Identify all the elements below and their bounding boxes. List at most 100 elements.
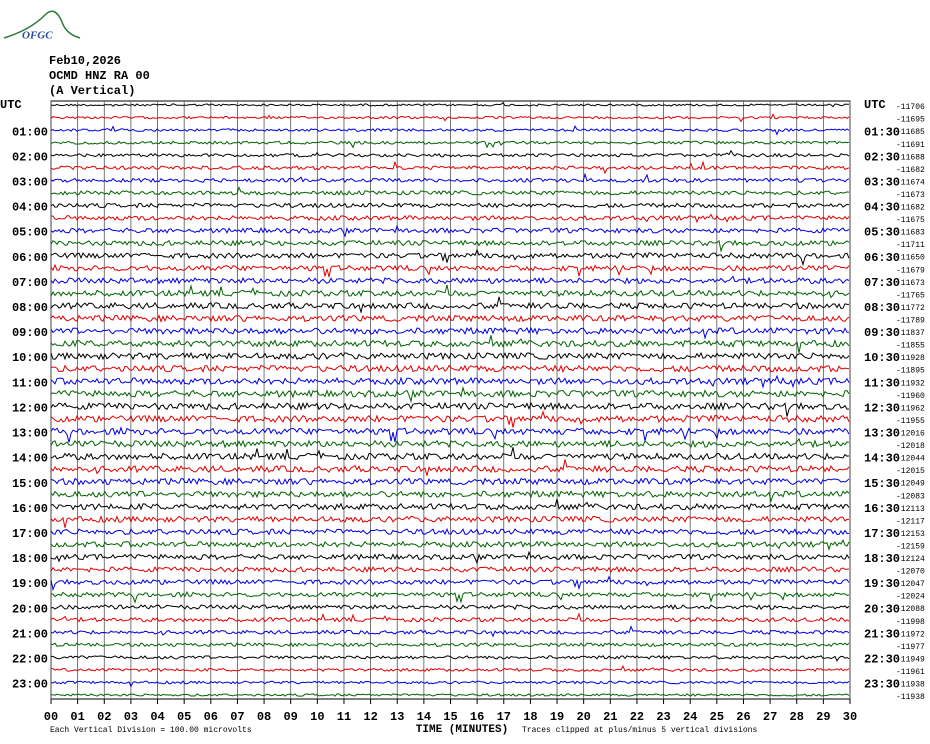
trace: [50, 263, 850, 278]
trace-offset: -11998: [896, 618, 925, 627]
right-time-label: 04:30: [864, 201, 900, 215]
right-time-label: 09:30: [864, 326, 900, 340]
trace: [50, 202, 850, 209]
x-tick-label: 17: [497, 710, 511, 724]
left-time-label: 07:00: [12, 276, 48, 290]
trace: [50, 385, 850, 404]
trace-offset: -12113: [896, 505, 925, 514]
trace: [50, 335, 850, 353]
left-time-label: 01:00: [12, 125, 48, 139]
trace: [50, 124, 850, 136]
left-time-label: 14:00: [12, 452, 48, 466]
trace-offset: -12024: [896, 593, 925, 602]
x-tick-label: 15: [443, 710, 457, 724]
right-time-label: 18:30: [864, 552, 900, 566]
right-time-label: 03:30: [864, 175, 900, 189]
logo: OFGC: [22, 30, 53, 42]
x-tick-label: 28: [790, 710, 804, 724]
trace: [50, 575, 850, 592]
x-tick-label: 00: [44, 710, 58, 724]
trace-offset: -12047: [896, 580, 925, 589]
trace: [50, 515, 850, 528]
trace: [50, 160, 850, 175]
trace-offset: -12015: [896, 467, 925, 476]
scale-note: Each Vertical Division = 100.00 microvol…: [50, 726, 252, 735]
left-time-label: 05:00: [12, 226, 48, 240]
x-tick-label: 08: [257, 710, 271, 724]
x-tick-label: 21: [603, 710, 617, 724]
trace-offset: -11682: [896, 166, 925, 175]
left-time-label: 20:00: [12, 602, 48, 616]
trace: [50, 248, 850, 267]
trace-offset: -12083: [896, 492, 925, 501]
right-time-label: 10:30: [864, 351, 900, 365]
trace: [50, 604, 850, 611]
trace-offset: -11972: [896, 630, 925, 639]
trace-offset: -11895: [896, 367, 925, 376]
right-time-label: 23:30: [864, 678, 900, 692]
trace-offset: -11977: [896, 643, 925, 652]
trace-offset: -12049: [896, 480, 925, 489]
right-time-label: 05:30: [864, 226, 900, 240]
trace: [50, 550, 850, 565]
trace: [50, 612, 850, 623]
right-time-label: 12:30: [864, 401, 900, 415]
trace: [50, 113, 850, 123]
trace: [50, 655, 850, 662]
trace: [50, 364, 850, 374]
trace-offset: -11683: [896, 229, 925, 238]
x-tick-label: 06: [204, 710, 218, 724]
trace-offset: -11685: [896, 128, 925, 137]
right-time-label: 22:30: [864, 653, 900, 667]
trace-offset: -11682: [896, 204, 925, 213]
left-time-label: 10:00: [12, 351, 48, 365]
x-tick-label: 18: [523, 710, 537, 724]
trace: [50, 590, 850, 604]
trace: [51, 101, 850, 108]
x-tick-label: 25: [710, 710, 724, 724]
right-time-label: 01:30: [864, 125, 900, 139]
trace: [50, 284, 850, 299]
left-time-label: 12:00: [12, 401, 48, 415]
left-time-label: 11:00: [12, 376, 48, 390]
right-time-label: 02:30: [864, 150, 900, 164]
trace-offset: -11855: [896, 342, 925, 351]
x-tick-label: 01: [70, 710, 84, 724]
right-time-label: 07:30: [864, 276, 900, 290]
x-tick-label: 20: [576, 710, 590, 724]
left-time-label: 21:00: [12, 627, 48, 641]
trace: [50, 326, 850, 340]
x-tick-label: 05: [177, 710, 191, 724]
trace-offset: -12124: [896, 555, 925, 564]
x-label: TIME (MINUTES): [416, 724, 508, 736]
right-time-label: 08:30: [864, 301, 900, 315]
trace-offset: -11961: [896, 668, 925, 677]
trace-offset: -11691: [896, 141, 925, 150]
trace: [50, 140, 850, 149]
trace-offset: -12088: [896, 605, 925, 614]
trace: [50, 172, 850, 184]
x-tick-label: 29: [816, 710, 830, 724]
trace-offset: -11772: [896, 304, 925, 313]
left-time-label: 06:00: [12, 251, 48, 265]
trace-offset: -11673: [896, 279, 925, 288]
trace: [50, 437, 850, 449]
trace-offset: -11928: [896, 354, 925, 363]
clip-note: Traces clipped at plus/minus 5 vertical …: [522, 726, 757, 735]
trace-offset: -11674: [896, 178, 925, 187]
trace-offset: -12153: [896, 530, 925, 539]
left-time-label: 04:00: [12, 201, 48, 215]
x-tick-label: 04: [150, 710, 164, 724]
left-time-label: 13:00: [12, 427, 48, 441]
right-time-label: 17:30: [864, 527, 900, 541]
right-time-label: 20:30: [864, 602, 900, 616]
x-tick-label: 07: [230, 710, 244, 724]
x-tick-label: 02: [97, 710, 111, 724]
trace: [50, 426, 850, 443]
trace-offset: -11962: [896, 404, 925, 413]
trace-offset: -11938: [896, 681, 925, 690]
trace: [50, 409, 850, 428]
trace-offset: -11679: [896, 266, 925, 275]
trace-offset: -11650: [896, 254, 925, 263]
